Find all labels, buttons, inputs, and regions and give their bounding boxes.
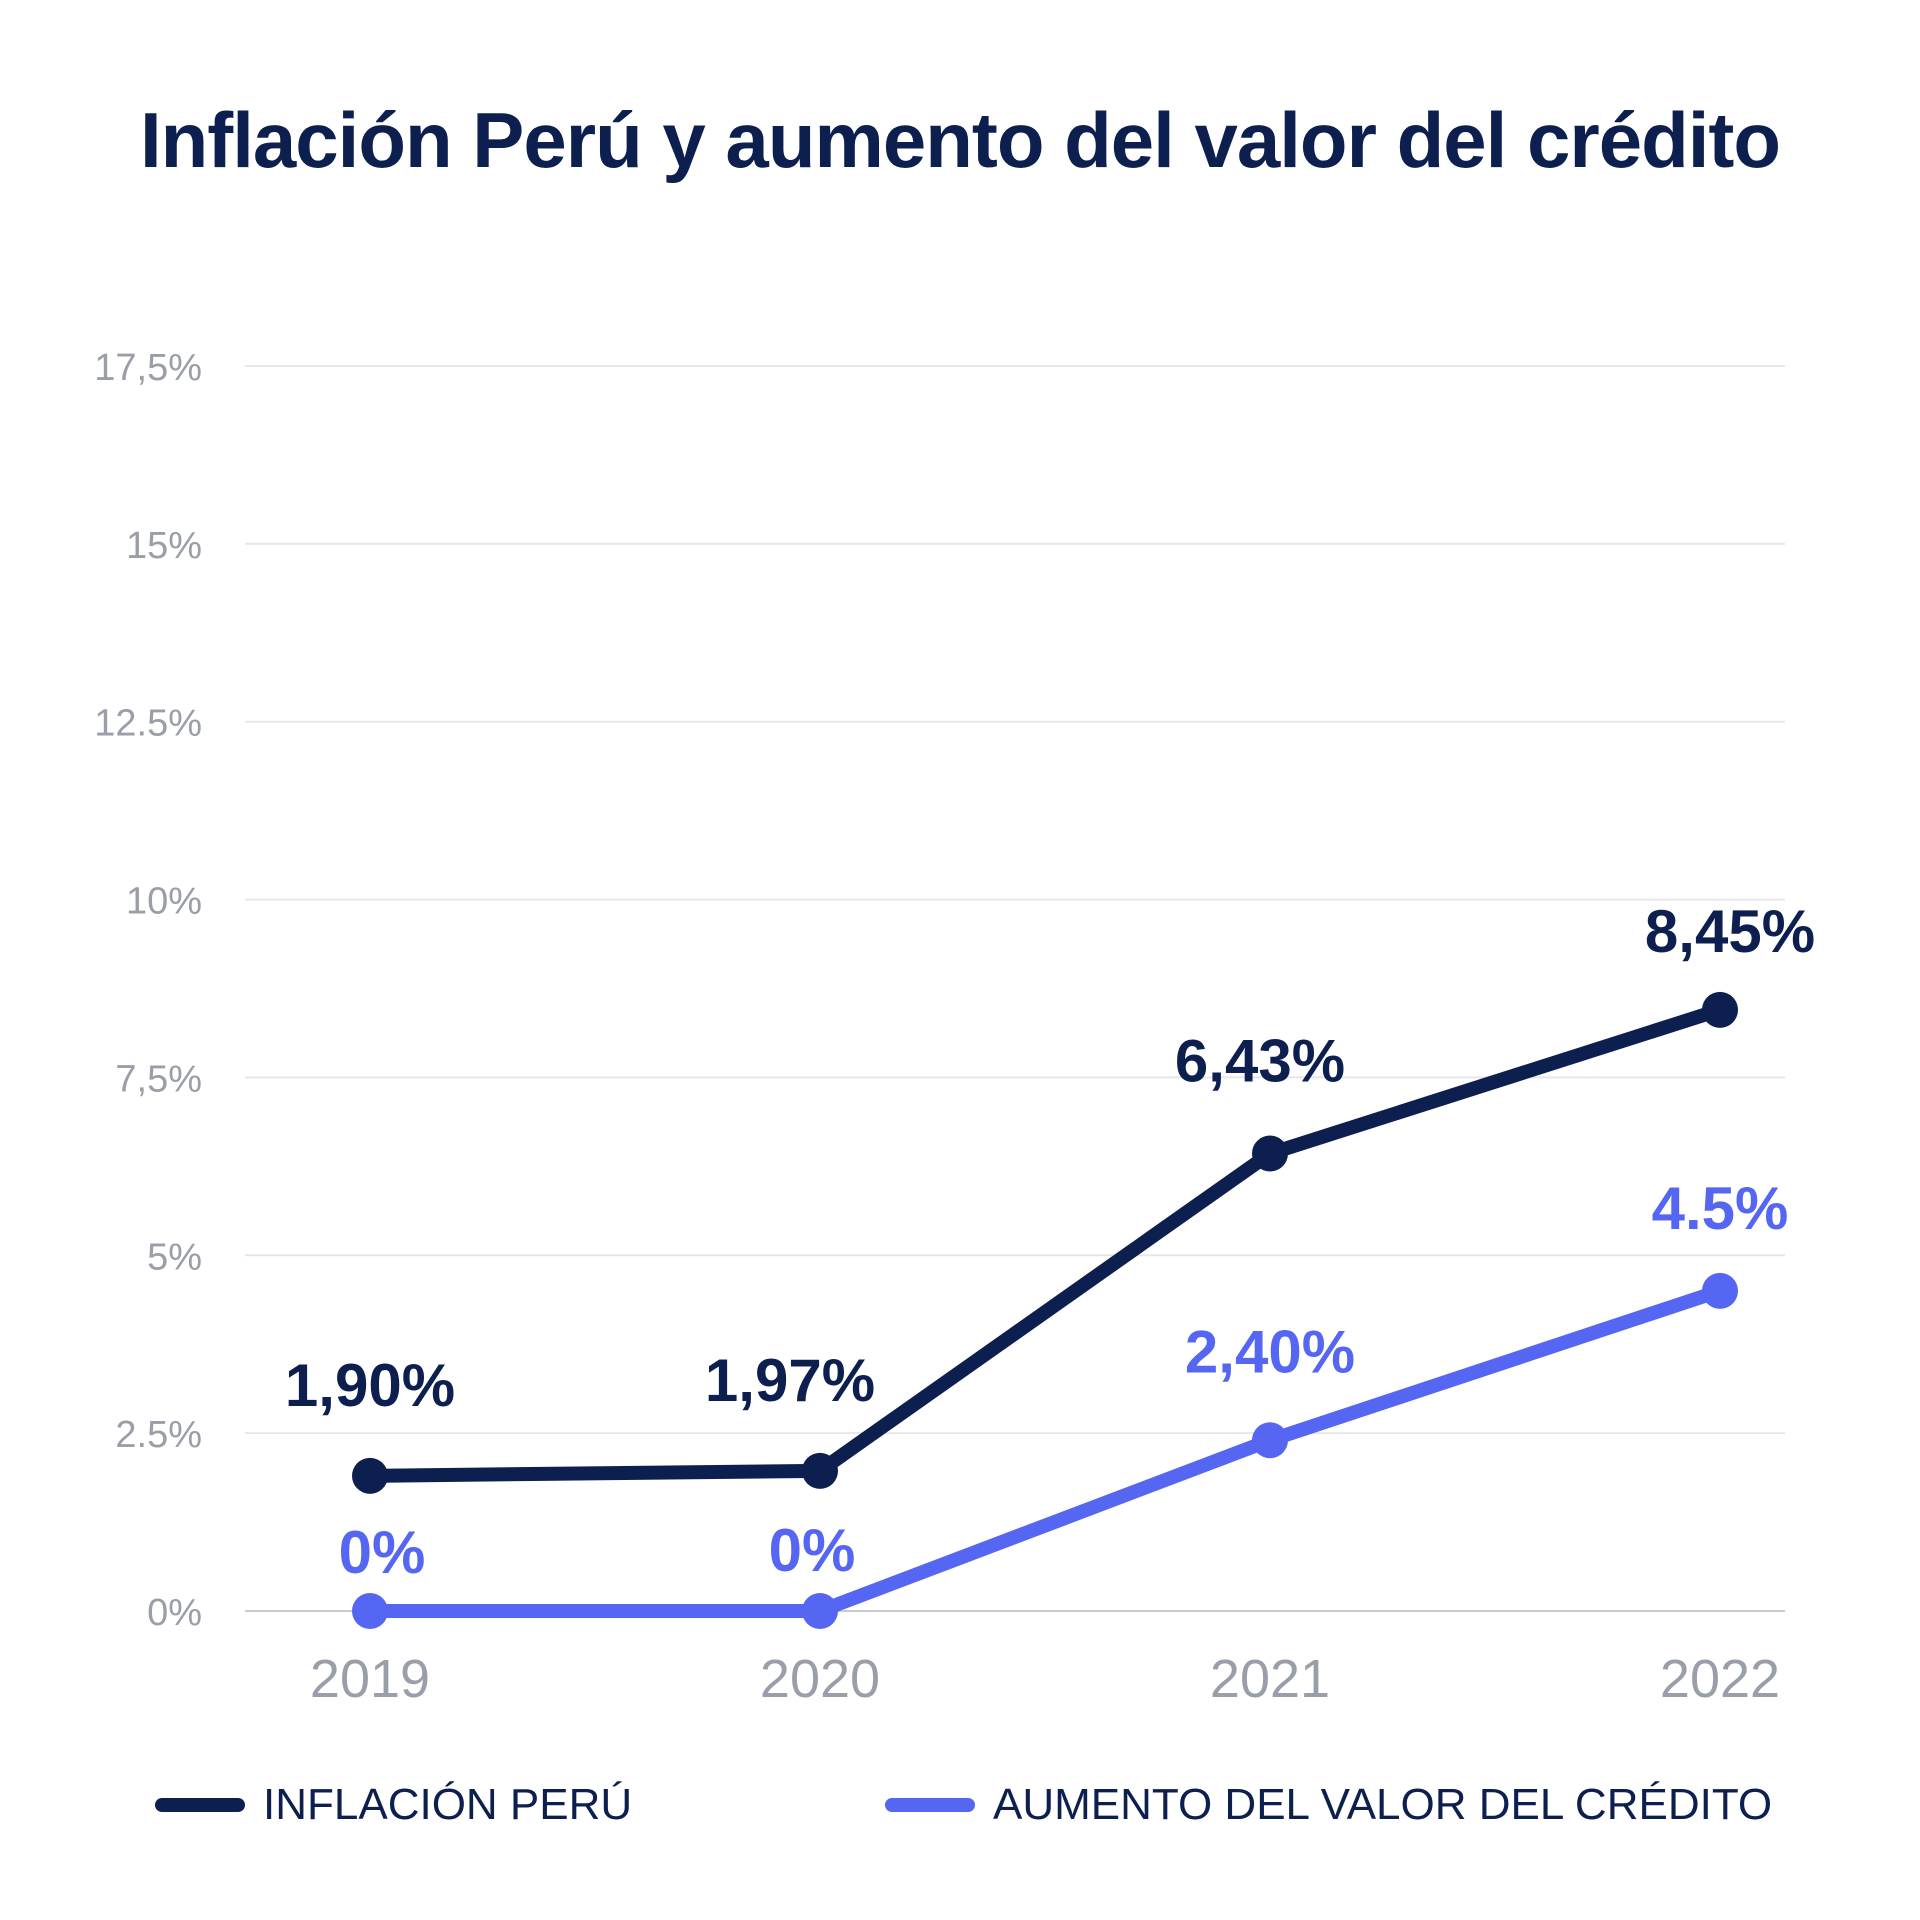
y-tick-label: 5%	[147, 1236, 202, 1278]
y-tick-label: 2.5%	[115, 1414, 202, 1456]
legend-item-credito: AUMENTO DEL VALOR DEL CRÉDITO	[885, 1780, 1772, 1830]
y-tick-label: 17,5%	[94, 347, 202, 389]
data-point	[802, 1593, 838, 1629]
legend-swatch-credito	[885, 1798, 975, 1812]
data-point	[1702, 1272, 1738, 1309]
y-tick-label: 7,5%	[115, 1058, 202, 1100]
x-tick-label: 2019	[310, 1649, 430, 1709]
y-tick-label: 12.5%	[94, 703, 202, 745]
legend-item-inflacion: INFLACIÓN PERÚ	[155, 1780, 632, 1830]
legend-label-credito: AUMENTO DEL VALOR DEL CRÉDITO	[993, 1780, 1773, 1829]
data-label: 0%	[769, 1517, 856, 1584]
data-label: 1,97%	[705, 1347, 875, 1414]
data-label: 4.5%	[1652, 1175, 1789, 1242]
y-tick-label: 0%	[147, 1592, 202, 1634]
series-line-0	[363, 1002, 1727, 1483]
chart-title: Inflación Perú y aumento del valor del c…	[139, 96, 1781, 184]
x-tick-label: 2020	[760, 1649, 880, 1709]
legend-label-inflacion: INFLACIÓN PERÚ	[263, 1780, 633, 1829]
data-label: 8,45%	[1645, 898, 1815, 965]
data-label: 6,43%	[1175, 1028, 1345, 1095]
y-tick-label: 15%	[126, 525, 202, 567]
x-tick-label: 2021	[1210, 1649, 1330, 1709]
data-label: 2,40%	[1185, 1318, 1355, 1385]
data-point	[1252, 1135, 1288, 1172]
data-point	[1252, 1422, 1288, 1459]
y-tick-label: 10%	[126, 881, 202, 923]
data-label: 0%	[339, 1519, 426, 1586]
data-point	[802, 1452, 838, 1489]
series-line-1	[363, 1283, 1727, 1618]
legend-swatch-inflacion	[155, 1798, 245, 1812]
data-point	[1702, 991, 1738, 1028]
x-tick-label: 2022	[1660, 1649, 1780, 1709]
data-point	[352, 1457, 388, 1494]
data-point	[352, 1593, 388, 1629]
data-label: 1,90%	[285, 1352, 455, 1419]
